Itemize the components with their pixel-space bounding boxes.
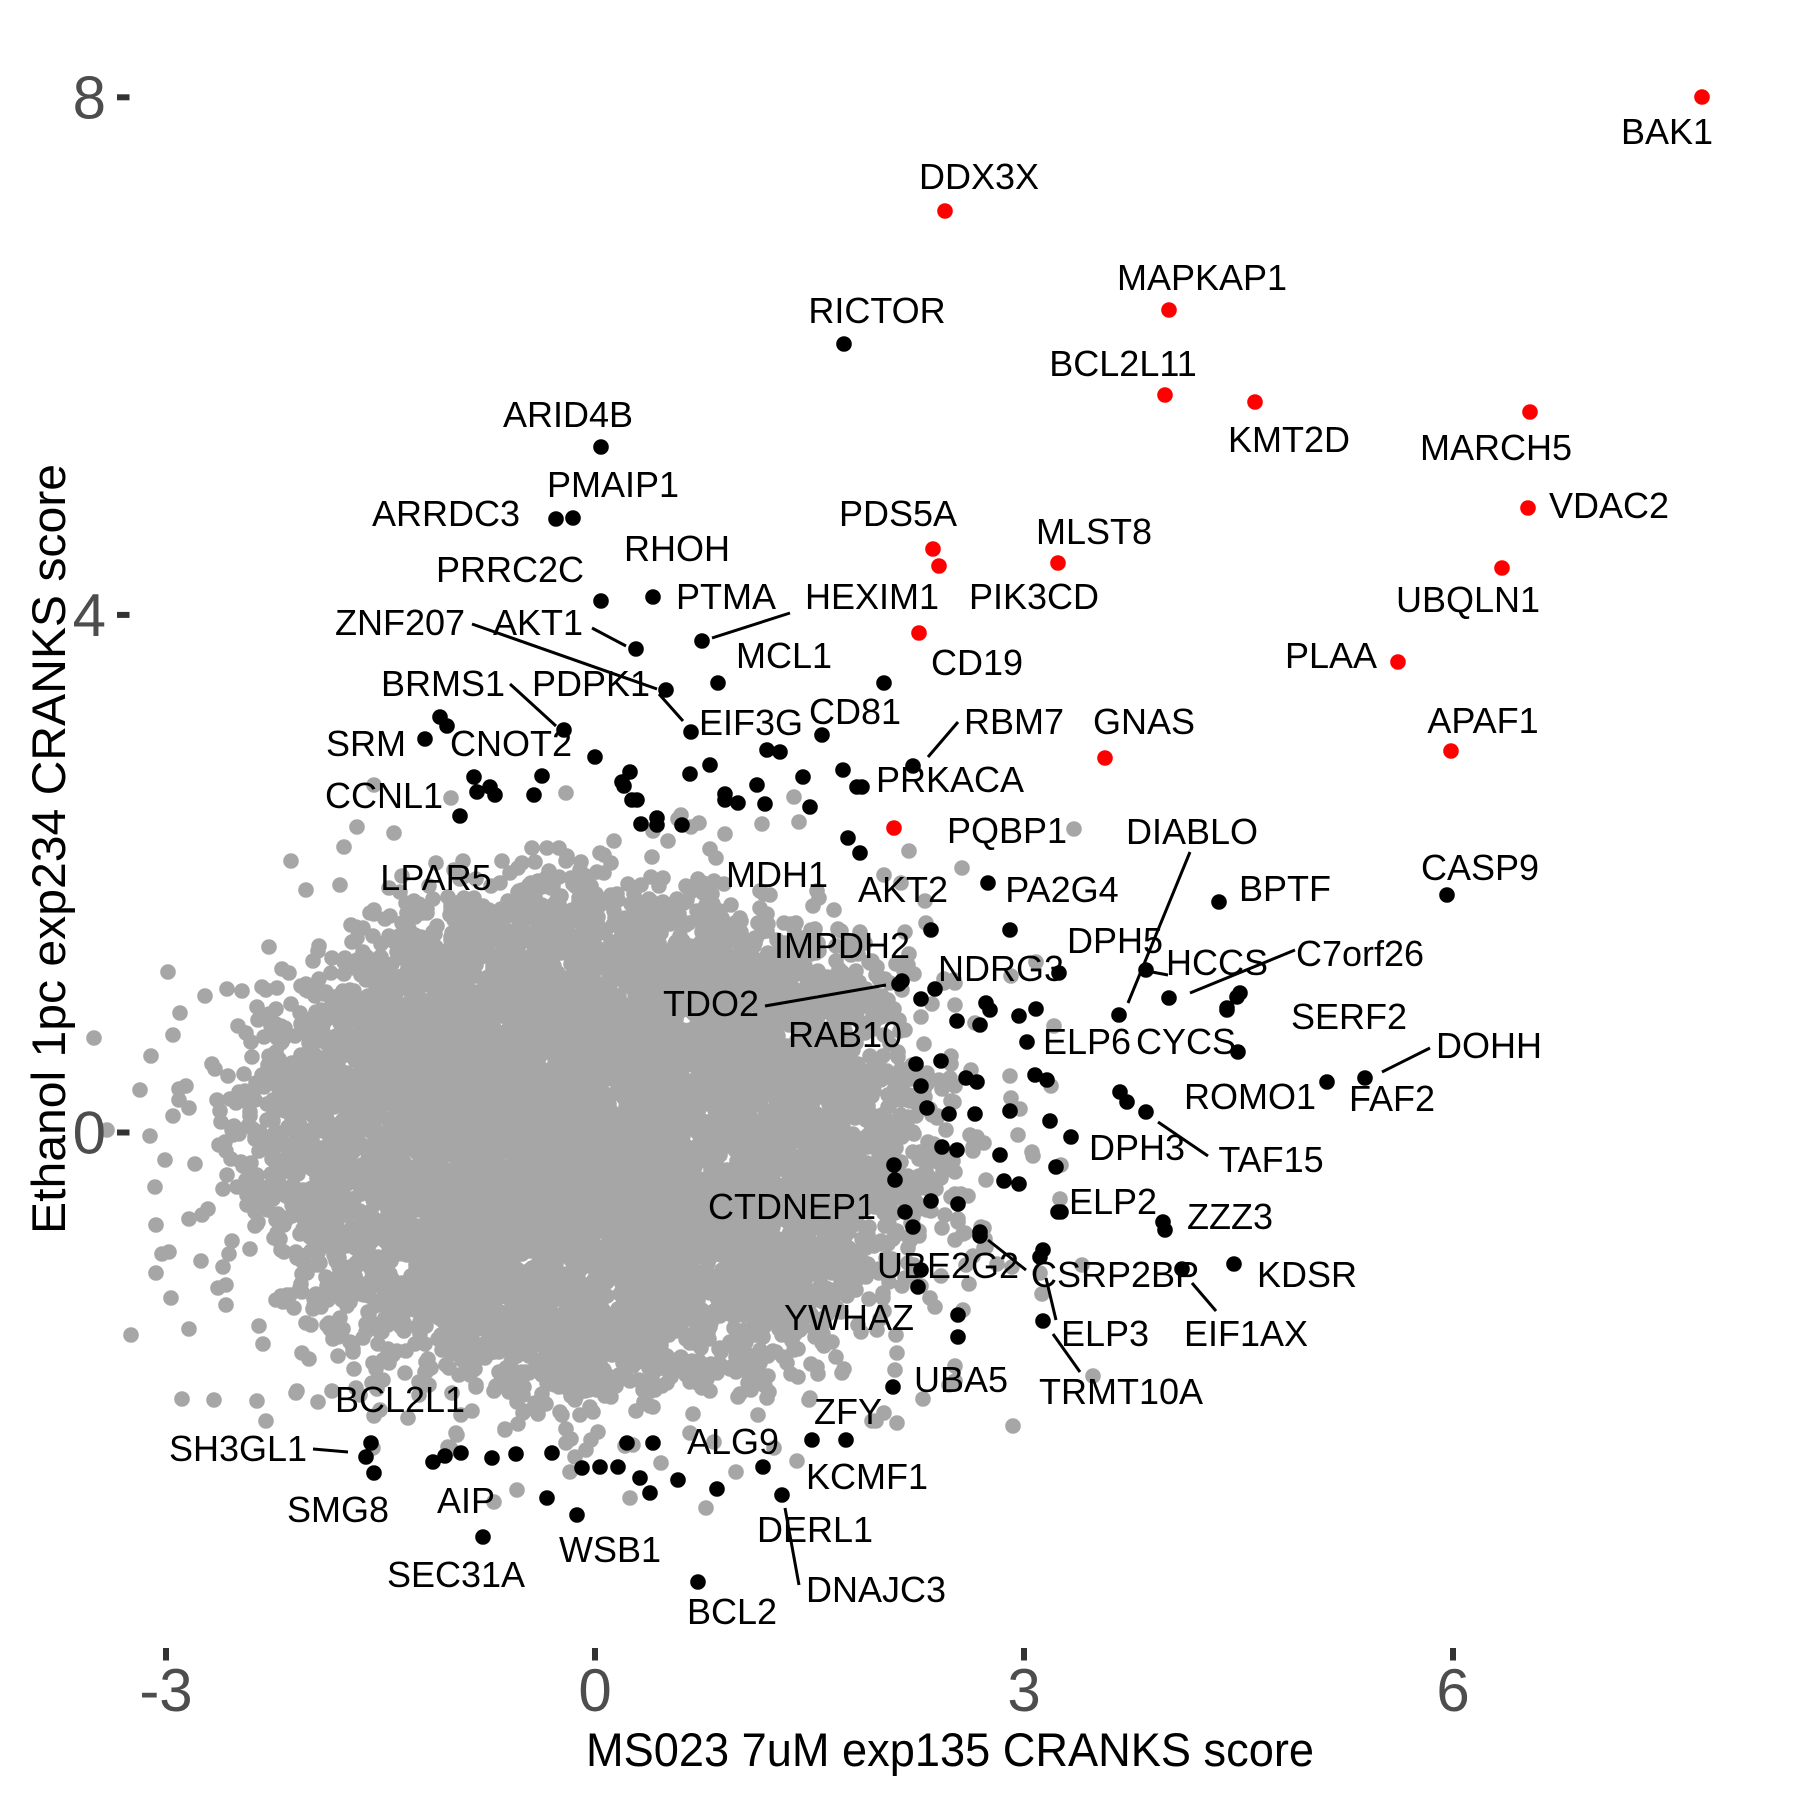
svg-text:RBM7: RBM7 bbox=[964, 701, 1064, 742]
svg-text:AKT1: AKT1 bbox=[493, 602, 583, 643]
svg-text:AIP: AIP bbox=[437, 1480, 495, 1521]
svg-text:ROMO1: ROMO1 bbox=[1184, 1076, 1316, 1117]
svg-text:PDS5A: PDS5A bbox=[839, 493, 957, 534]
svg-text:-3: -3 bbox=[139, 1657, 192, 1724]
svg-text:CSRP2BP: CSRP2BP bbox=[1031, 1254, 1199, 1295]
svg-text:GNAS: GNAS bbox=[1093, 701, 1195, 742]
svg-text:PA2G4: PA2G4 bbox=[1005, 869, 1118, 910]
svg-text:DOHH: DOHH bbox=[1436, 1025, 1542, 1066]
svg-text:IMPDH2: IMPDH2 bbox=[774, 925, 910, 966]
svg-text:8: 8 bbox=[73, 64, 106, 131]
svg-text:EIF1AX: EIF1AX bbox=[1184, 1313, 1308, 1354]
svg-text:WSB1: WSB1 bbox=[559, 1529, 661, 1570]
svg-text:VDAC2: VDAC2 bbox=[1549, 485, 1669, 526]
svg-text:DPH5: DPH5 bbox=[1067, 920, 1163, 961]
svg-text:CTDNEP1: CTDNEP1 bbox=[708, 1186, 876, 1227]
svg-text:RAB10: RAB10 bbox=[788, 1014, 902, 1055]
svg-text:UBE2G2: UBE2G2 bbox=[877, 1245, 1019, 1286]
svg-text:MDH1: MDH1 bbox=[726, 854, 828, 895]
svg-text:MS023 7uM exp135 CRANKS score: MS023 7uM exp135 CRANKS score bbox=[586, 1723, 1314, 1776]
svg-text:DERL1: DERL1 bbox=[757, 1509, 873, 1550]
svg-text:BCL2: BCL2 bbox=[687, 1591, 777, 1632]
svg-text:PQBP1: PQBP1 bbox=[947, 810, 1067, 851]
svg-text:YWHAZ: YWHAZ bbox=[784, 1297, 914, 1338]
svg-text:DPH3: DPH3 bbox=[1089, 1127, 1185, 1168]
svg-text:APAF1: APAF1 bbox=[1427, 700, 1538, 741]
svg-text:TDO2: TDO2 bbox=[663, 983, 759, 1024]
svg-text:DIABLO: DIABLO bbox=[1126, 811, 1258, 852]
svg-text:4: 4 bbox=[73, 582, 106, 649]
svg-text:HCCS: HCCS bbox=[1166, 942, 1268, 983]
svg-text:BAK1: BAK1 bbox=[1621, 111, 1713, 152]
svg-text:BRMS1: BRMS1 bbox=[381, 663, 505, 704]
svg-text:CD81: CD81 bbox=[809, 691, 901, 732]
svg-text:SMG8: SMG8 bbox=[287, 1489, 389, 1530]
svg-text:PRKACA: PRKACA bbox=[876, 759, 1024, 800]
svg-text:UBQLN1: UBQLN1 bbox=[1396, 579, 1540, 620]
svg-text:KCMF1: KCMF1 bbox=[806, 1456, 928, 1497]
svg-text:NDRG3: NDRG3 bbox=[938, 948, 1064, 989]
svg-text:MARCH5: MARCH5 bbox=[1420, 427, 1572, 468]
svg-text:PRRC2C: PRRC2C bbox=[436, 549, 584, 590]
svg-text:BCL2L1: BCL2L1 bbox=[335, 1379, 465, 1420]
svg-text:TRMT10A: TRMT10A bbox=[1039, 1371, 1203, 1412]
svg-text:MAPKAP1: MAPKAP1 bbox=[1117, 257, 1287, 298]
svg-text:0: 0 bbox=[578, 1657, 611, 1724]
svg-text:UBA5: UBA5 bbox=[914, 1359, 1008, 1400]
svg-text:MLST8: MLST8 bbox=[1036, 511, 1152, 552]
svg-text:CCNL1: CCNL1 bbox=[325, 775, 443, 816]
svg-text:ELP6: ELP6 bbox=[1043, 1021, 1131, 1062]
svg-text:SRM: SRM bbox=[326, 723, 406, 764]
svg-text:PTMA: PTMA bbox=[676, 576, 776, 617]
svg-text:BCL2L11: BCL2L11 bbox=[1049, 343, 1196, 384]
svg-text:EIF3G: EIF3G bbox=[699, 702, 803, 743]
svg-text:KMT2D: KMT2D bbox=[1228, 419, 1350, 460]
svg-text:PIK3CD: PIK3CD bbox=[969, 576, 1099, 617]
svg-text:PMAIP1: PMAIP1 bbox=[547, 464, 679, 505]
svg-text:ELP3: ELP3 bbox=[1061, 1313, 1149, 1354]
svg-text:LPAR5: LPAR5 bbox=[380, 857, 491, 898]
svg-text:MCL1: MCL1 bbox=[736, 635, 832, 676]
svg-text:CNOT2: CNOT2 bbox=[450, 723, 572, 764]
svg-text:Ethanol 1pc exp234 CRANKS scor: Ethanol 1pc exp234 CRANKS score bbox=[22, 464, 75, 1234]
svg-text:RHOH: RHOH bbox=[624, 528, 730, 569]
svg-text:HEXIM1: HEXIM1 bbox=[805, 576, 939, 617]
svg-text:6: 6 bbox=[1436, 1657, 1469, 1724]
svg-text:SEC31A: SEC31A bbox=[387, 1554, 525, 1595]
svg-text:SH3GL1: SH3GL1 bbox=[169, 1428, 307, 1469]
svg-text:CASP9: CASP9 bbox=[1421, 847, 1539, 888]
svg-text:FAF2: FAF2 bbox=[1349, 1078, 1435, 1119]
svg-text:PDPK1: PDPK1 bbox=[532, 663, 650, 704]
svg-text:RICTOR: RICTOR bbox=[808, 290, 945, 331]
svg-text:0: 0 bbox=[73, 1100, 106, 1167]
svg-text:ARID4B: ARID4B bbox=[503, 394, 633, 435]
svg-text:AKT2: AKT2 bbox=[858, 869, 948, 910]
svg-text:CD19: CD19 bbox=[931, 642, 1023, 683]
svg-text:ZZZ3: ZZZ3 bbox=[1187, 1196, 1273, 1237]
svg-text:DDX3X: DDX3X bbox=[919, 156, 1039, 197]
svg-text:ARRDC3: ARRDC3 bbox=[372, 493, 520, 534]
svg-text:ALG9: ALG9 bbox=[687, 1421, 779, 1462]
svg-text:3: 3 bbox=[1007, 1657, 1040, 1724]
svg-text:BPTF: BPTF bbox=[1239, 868, 1331, 909]
svg-text:ELP2: ELP2 bbox=[1069, 1181, 1157, 1222]
svg-text:SERF2: SERF2 bbox=[1291, 996, 1407, 1037]
svg-text:PLAA: PLAA bbox=[1285, 635, 1377, 676]
svg-text:C7orf26: C7orf26 bbox=[1296, 933, 1424, 974]
svg-text:TAF15: TAF15 bbox=[1218, 1139, 1323, 1180]
svg-text:ZNF207: ZNF207 bbox=[335, 602, 465, 643]
svg-text:ZFY: ZFY bbox=[814, 1391, 882, 1432]
svg-text:KDSR: KDSR bbox=[1257, 1254, 1357, 1295]
svg-text:DNAJC3: DNAJC3 bbox=[806, 1569, 946, 1610]
svg-text:CYCS: CYCS bbox=[1136, 1021, 1236, 1062]
